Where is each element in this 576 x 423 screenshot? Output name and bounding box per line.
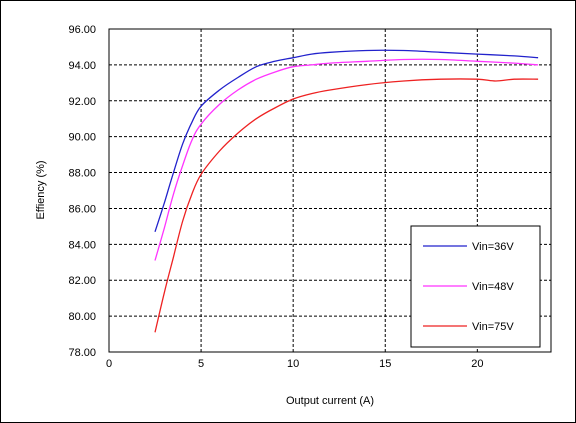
grid-lines [109,29,551,352]
x-tick-label: 10 [287,358,299,370]
y-axis-title: Effiency (%) [35,160,47,219]
axis-ticks: 78.00 80.00 82.00 84.00 86.00 88.00 90.00 92.00… [68,24,483,370]
y-tick-label: 88.00 [68,168,96,180]
y-tick-label: 96.00 [68,24,96,36]
y-tick-label: 80.00 [68,311,96,323]
y-tick-label: 86.00 [68,203,96,215]
series-line-vin-48v [154,58,539,261]
y-tick-label: 92.00 [68,96,96,108]
plot-area-border [108,28,552,353]
legend: Vin=36V Vin=48V Vin=75V [410,225,541,348]
y-tick-label: 82.00 [68,275,96,287]
x-axis-title: Output current (A) [286,395,374,407]
x-tick-label: 15 [379,358,391,370]
y-tick-label: 84.00 [68,239,96,251]
series-lines [154,49,539,333]
legend-label: Vin=36V [472,241,514,253]
legend-label: Vin=75V [472,321,514,333]
legend-label: Vin=48V [472,281,514,293]
series-line-vin-75v [154,78,539,333]
y-tick-label: 78.00 [68,347,96,359]
x-tick-label: 5 [198,358,204,370]
y-tick-label: 90.00 [68,132,96,144]
x-tick-label: 0 [106,358,112,370]
y-tick-label: 94.00 [68,60,96,72]
x-tick-label: 20 [471,358,483,370]
series-line-vin-36v [154,49,539,233]
